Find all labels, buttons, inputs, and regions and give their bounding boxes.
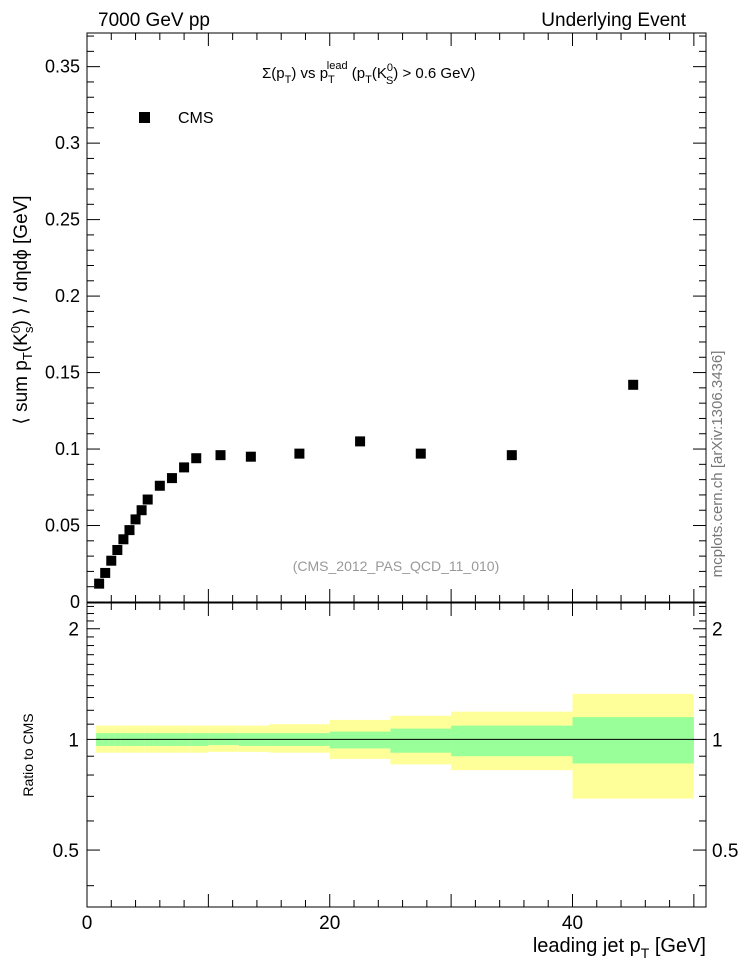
header-title: Underlying Event [541,10,686,31]
cms-data-point [118,534,129,545]
cms-data-point [166,473,177,484]
ratio-frame [86,602,707,908]
cms-data-point [215,450,226,461]
cms-data-point [415,448,426,459]
main-ytick-label: 0.3 [55,133,80,153]
legend-label-cms: CMS [178,110,214,127]
ratio-xtick-label: 40 [562,913,583,934]
ratio-band-inner [329,731,391,749]
cms-data-point [112,544,123,555]
cms-data-point [136,505,147,516]
main-ytick-label: 0.15 [45,363,80,383]
main-ytick-label: 0.25 [45,210,80,230]
cms-data-point [106,555,117,566]
cms-data-point [154,480,165,491]
legend-marker-cms [139,112,150,123]
cms-data-point [100,567,111,578]
cms-data-point [94,578,105,589]
main-ytick-label: 0.2 [55,286,80,306]
cms-data-point [245,451,256,462]
main-ylabel: ⟨ sum pT(K0s) ⟩ / dηdϕ [GeV] [8,195,36,424]
ratio-ylabel: Ratio to CMS [20,713,36,796]
cms-data-point [355,436,366,447]
cms-data-point [124,525,135,536]
cms-data-point [628,379,639,390]
main-ytick-label: 0 [70,592,80,612]
ratio-ytick-label-right: 2 [712,620,723,641]
cms-data-point [142,494,153,505]
main-ytick-label: 0.1 [55,439,80,459]
main-frame [86,32,707,603]
analysis-watermark: (CMS_2012_PAS_QCD_11_010) [293,558,500,574]
ratio-ytick-label-right: 0.5 [712,841,738,862]
ratio-band-inner [572,717,694,764]
ratio-ytick-label: 0.5 [53,841,79,862]
cms-data-point [130,514,141,525]
ratio-panel: 0.5 0.51 12 20 20 40 Ratio to CMS leading jet… [20,602,738,961]
ratio-band-inner [390,728,452,753]
main-ytick-label: 0.05 [45,516,80,536]
ratio-xtick-label: 20 [319,913,340,934]
cms-data-point [506,450,517,461]
main-title: Σ(pT) vs pTlead (pT(K0 S) > 0.6 GeV) [262,60,475,87]
ratio-band-inner [451,725,573,757]
ratio-ytick-label: 2 [68,620,79,641]
side-credit: mcplots.cern.ch [arXiv:1306.3436] [709,351,726,578]
cms-data-point [179,462,190,473]
ratio-ytick-label: 1 [68,730,79,751]
ratio-xtick-label: 0 [82,913,93,934]
cms-data-point [294,448,305,459]
ratio-xlabel: leading jet pT [GeV] [533,935,706,961]
ratio-ytick-label-right: 1 [712,730,723,751]
main-ytick-label: 0.35 [45,57,80,77]
header-energy: 7000 GeV pp [98,10,210,31]
cms-data-point [191,453,202,464]
main-panel: 0 0.05 0.1 0.15 0.2 0.25 0.3 0.35 Σ(pT) vs pTle… [8,32,707,612]
